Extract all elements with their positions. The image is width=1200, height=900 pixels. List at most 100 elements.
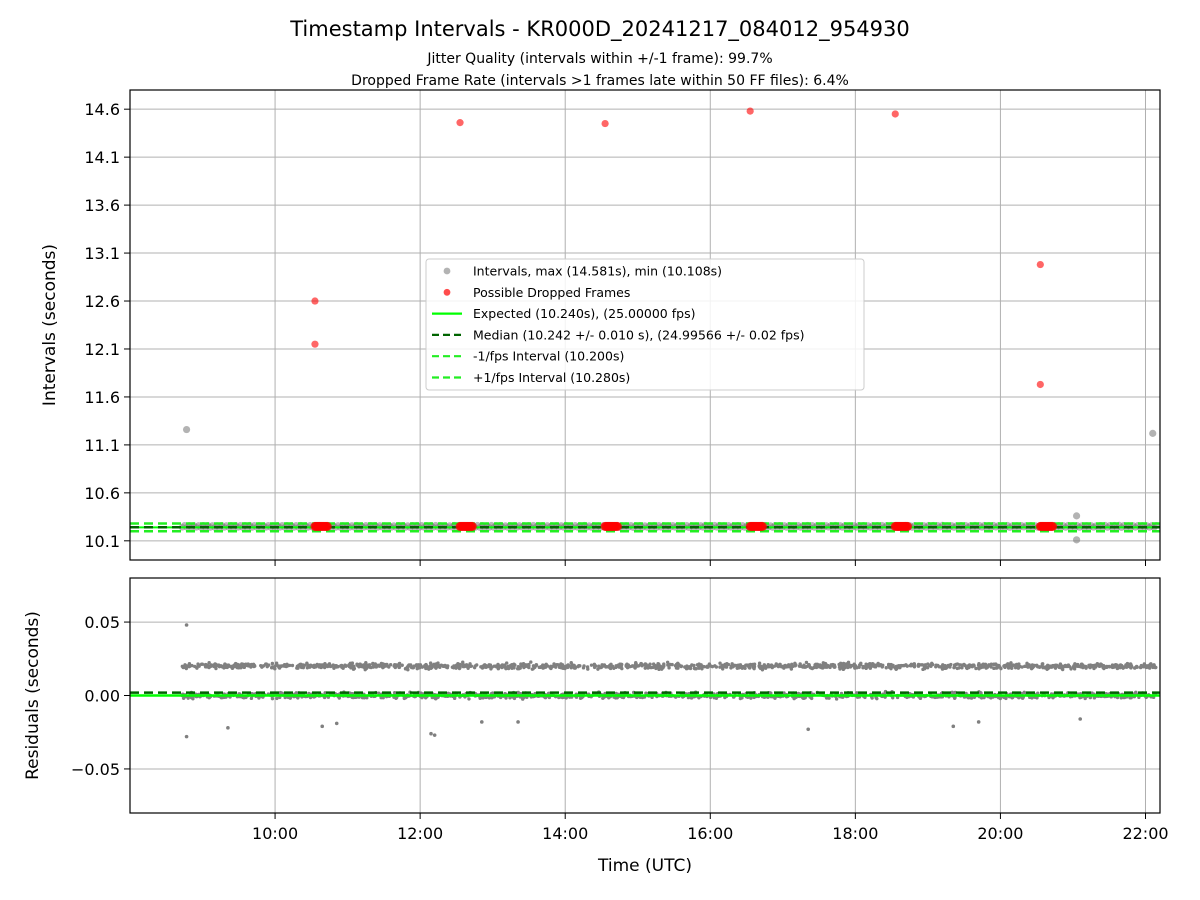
residual-point — [212, 664, 216, 669]
residual-point — [347, 663, 351, 667]
residual-point — [188, 664, 192, 668]
residual-point — [194, 665, 199, 669]
residual-point — [916, 662, 921, 667]
residual-point — [504, 661, 509, 665]
residual-point — [355, 662, 359, 666]
legend-entry: Median (10.242 +/- 0.010 s), (24.99566 +… — [473, 327, 804, 342]
residual-point — [423, 696, 428, 700]
residual-point — [900, 663, 904, 668]
residual-point — [752, 662, 757, 666]
residual-point — [705, 665, 709, 669]
legend-entry: -1/fps Interval (10.200s) — [473, 349, 624, 364]
dropped-frame-point — [903, 521, 913, 531]
residual-point — [533, 664, 538, 668]
residual-point — [425, 665, 430, 669]
residual-point — [1128, 662, 1133, 666]
residual-point — [385, 664, 390, 668]
residual-point — [529, 660, 533, 664]
residual-point — [308, 665, 312, 669]
residual-point — [874, 663, 879, 667]
dropped-frame-point — [746, 107, 754, 115]
residual-point — [870, 661, 875, 666]
residual-outlier-point — [334, 721, 339, 726]
residual-point — [962, 662, 966, 667]
residual-point — [786, 664, 790, 668]
residual-point — [644, 662, 648, 667]
residual-point — [634, 663, 638, 668]
residual-point — [952, 663, 957, 667]
residual-point — [290, 663, 295, 668]
residual-point — [1003, 665, 1007, 670]
residual-point — [738, 663, 743, 667]
residual-point — [940, 667, 945, 671]
residual-point — [974, 666, 978, 671]
residual-point — [311, 665, 315, 669]
residual-point — [999, 666, 1003, 671]
residual-point — [270, 696, 275, 701]
residual-point — [1072, 664, 1076, 669]
residual-point — [724, 665, 729, 669]
residual-point — [183, 665, 187, 669]
residual-point — [794, 663, 798, 667]
residual-point — [423, 664, 427, 669]
interval-outlier-point — [1149, 429, 1157, 437]
residual-point — [1016, 666, 1021, 670]
dropped-frame-point — [758, 521, 768, 531]
residual-outlier-point — [806, 727, 811, 732]
residual-point — [327, 662, 332, 666]
residual-point — [428, 664, 433, 668]
residual-point — [1013, 666, 1018, 670]
residual-point — [415, 664, 419, 668]
residual-point — [612, 666, 616, 671]
residual-point — [567, 664, 571, 668]
residual-point — [294, 691, 299, 695]
residual-point — [510, 666, 514, 670]
dropped-frame-point — [467, 521, 477, 531]
residual-point — [810, 666, 815, 671]
residual-point — [804, 660, 809, 665]
residual-point — [377, 691, 381, 695]
residual-point — [235, 665, 239, 670]
residual-point — [809, 696, 814, 701]
residual-point — [752, 666, 756, 671]
residual-point — [639, 662, 644, 666]
residual-point — [1010, 696, 1014, 700]
residual-point — [1098, 664, 1102, 668]
residual-point — [1144, 665, 1148, 669]
residual-point — [1101, 663, 1106, 668]
residual-point — [244, 662, 248, 666]
y-tick-label: 0.00 — [84, 687, 120, 706]
residual-point — [700, 667, 704, 671]
residual-point — [367, 665, 372, 669]
residual-point — [1119, 696, 1123, 700]
residual-point — [1094, 663, 1099, 667]
residual-point — [324, 664, 328, 668]
residual-point — [880, 665, 884, 669]
dropped-frame-point — [1036, 380, 1044, 389]
residual-point — [549, 666, 553, 671]
legend-entry: +1/fps Interval (10.280s) — [473, 370, 630, 385]
residual-point — [230, 666, 235, 670]
residual-point — [837, 665, 842, 669]
residual-point — [350, 661, 355, 665]
residual-point — [720, 667, 725, 671]
residual-point — [1129, 695, 1133, 700]
residual-point — [894, 664, 899, 669]
residual-point — [253, 664, 257, 668]
residual-point — [747, 665, 751, 669]
residual-point — [847, 663, 851, 667]
axes-frame — [129, 89, 1161, 561]
residual-point — [1134, 664, 1139, 669]
residual-point — [662, 662, 666, 666]
residual-point — [600, 663, 604, 667]
residual-point — [782, 691, 786, 695]
residual-point — [831, 664, 836, 668]
residual-point — [760, 668, 765, 672]
residual-point — [1045, 663, 1050, 668]
residual-point — [1025, 662, 1029, 667]
residual-point — [224, 665, 228, 669]
residual-point — [257, 696, 261, 700]
residual-point — [667, 666, 671, 670]
residual-point — [626, 664, 630, 669]
